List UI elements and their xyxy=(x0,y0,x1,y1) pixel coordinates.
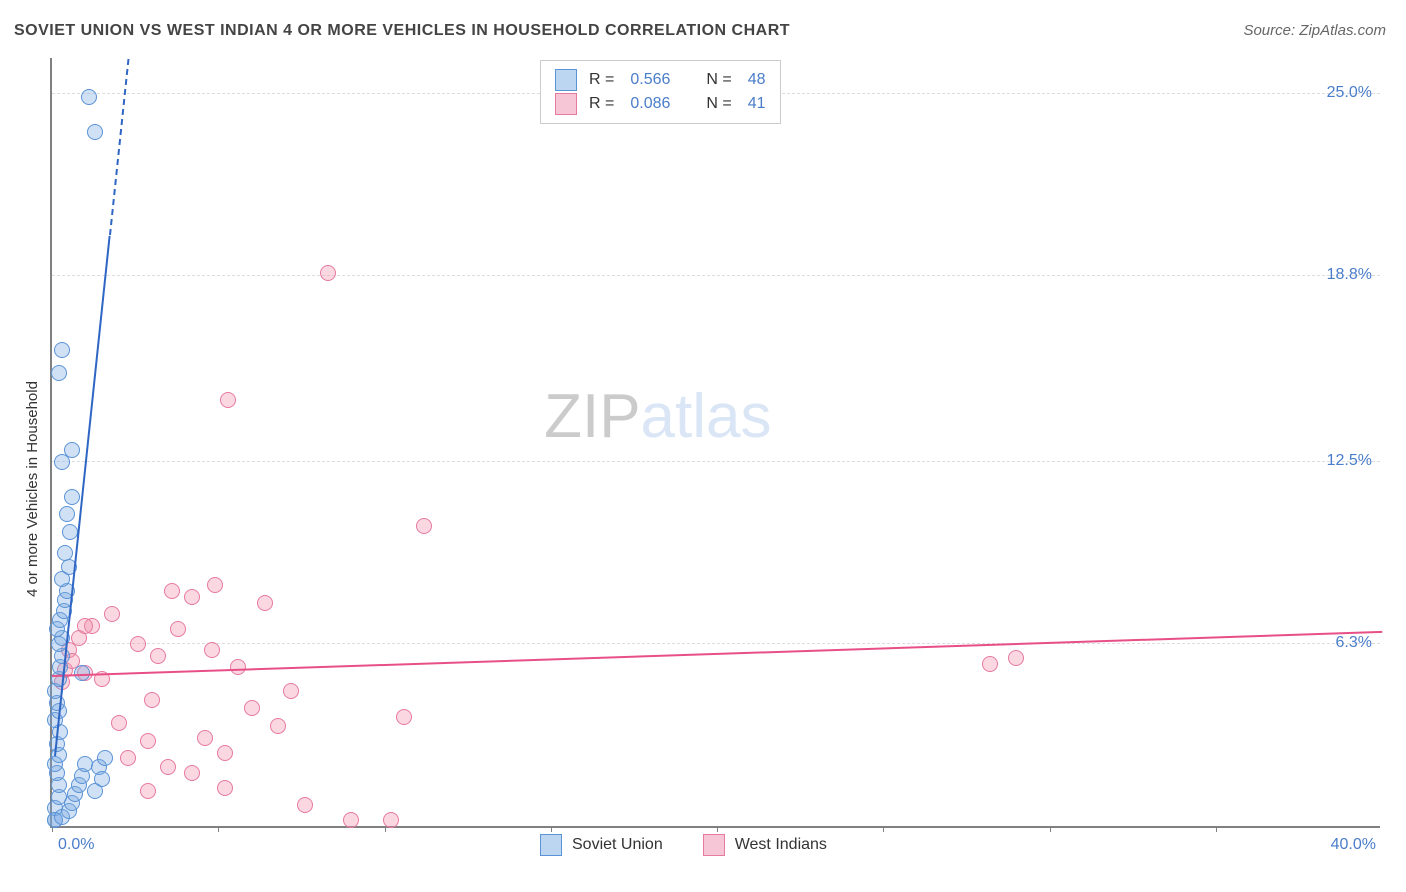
westindian-point xyxy=(270,718,286,734)
chart-container: SOVIET UNION VS WEST INDIAN 4 OR MORE VE… xyxy=(0,0,1406,892)
westindian-point xyxy=(140,733,156,749)
xmax-label: 40.0% xyxy=(1331,836,1376,854)
westindian-point xyxy=(1008,650,1024,666)
gridline xyxy=(52,461,1380,462)
series-legend-item: West Indians xyxy=(703,834,827,856)
x-tick-mark xyxy=(551,826,552,832)
westindian-point xyxy=(77,618,93,634)
gridline xyxy=(52,643,1380,644)
r-label: R = xyxy=(589,95,614,113)
soviet-point xyxy=(64,489,80,505)
westindian-point xyxy=(982,656,998,672)
westindian-point xyxy=(396,709,412,725)
r-label: R = xyxy=(589,71,614,89)
soviet-point xyxy=(54,342,70,358)
y-axis-label: 4 or more Vehicles in Household xyxy=(24,381,41,597)
x-tick-mark xyxy=(717,826,718,832)
watermark-atlas: atlas xyxy=(641,382,772,451)
westindian-point xyxy=(130,636,146,652)
y-tick-label: 25.0% xyxy=(1327,84,1372,102)
soviet-trendline-dashed xyxy=(109,59,130,236)
r-value: 0.086 xyxy=(630,95,670,113)
x-tick-mark xyxy=(218,826,219,832)
westindian-point xyxy=(230,659,246,675)
legend-swatch xyxy=(555,69,577,91)
westindian-point xyxy=(184,765,200,781)
soviet-point xyxy=(81,89,97,105)
westindian-point xyxy=(164,583,180,599)
westindian-point xyxy=(383,812,399,828)
legend-swatch xyxy=(555,93,577,115)
soviet-point xyxy=(57,545,73,561)
series-legend-item: Soviet Union xyxy=(540,834,663,856)
watermark-zip: ZIP xyxy=(544,382,640,451)
x-tick-mark xyxy=(385,826,386,832)
soviet-point xyxy=(97,750,113,766)
westindian-point xyxy=(104,606,120,622)
westindian-trendline xyxy=(52,631,1382,677)
series-label: West Indians xyxy=(735,836,827,854)
origin-label: 0.0% xyxy=(58,836,94,854)
westindian-point xyxy=(320,265,336,281)
legend-swatch xyxy=(703,834,725,856)
series-label: Soviet Union xyxy=(572,836,663,854)
westindian-point xyxy=(160,759,176,775)
westindian-point xyxy=(283,683,299,699)
watermark: ZIPatlas xyxy=(544,381,771,452)
westindian-point xyxy=(416,518,432,534)
westindian-point xyxy=(144,692,160,708)
correlation-legend-row: R = 0.566 N = 48 xyxy=(555,69,766,91)
soviet-point xyxy=(94,771,110,787)
n-value: 48 xyxy=(748,71,766,89)
westindian-point xyxy=(257,595,273,611)
correlation-legend: R = 0.566 N = 48 R = 0.086 N = 41 xyxy=(540,60,781,124)
n-label: N = xyxy=(706,71,731,89)
westindian-point xyxy=(244,700,260,716)
westindian-point xyxy=(217,745,233,761)
westindian-point xyxy=(170,621,186,637)
westindian-point xyxy=(204,642,220,658)
soviet-point xyxy=(59,506,75,522)
westindian-point xyxy=(220,392,236,408)
gridline xyxy=(52,275,1380,276)
y-tick-label: 18.8% xyxy=(1327,266,1372,284)
westindian-point xyxy=(197,730,213,746)
soviet-point xyxy=(51,365,67,381)
westindian-point xyxy=(297,797,313,813)
westindian-point xyxy=(111,715,127,731)
westindian-point xyxy=(217,780,233,796)
westindian-point xyxy=(140,783,156,799)
x-tick-mark xyxy=(1216,826,1217,832)
westindian-point xyxy=(150,648,166,664)
westindian-point xyxy=(207,577,223,593)
n-label: N = xyxy=(706,95,731,113)
soviet-point xyxy=(87,124,103,140)
x-tick-mark xyxy=(883,826,884,832)
westindian-point xyxy=(343,812,359,828)
y-tick-label: 12.5% xyxy=(1327,452,1372,470)
r-value: 0.566 xyxy=(630,71,670,89)
westindian-point xyxy=(120,750,136,766)
plot-area: ZIPatlas 6.3%12.5%18.8%25.0%0.0%40.0% xyxy=(50,58,1380,828)
series-legend: Soviet Union West Indians xyxy=(540,834,827,856)
y-tick-label: 6.3% xyxy=(1336,634,1372,652)
soviet-point xyxy=(64,442,80,458)
westindian-point xyxy=(184,589,200,605)
chart-title: SOVIET UNION VS WEST INDIAN 4 OR MORE VE… xyxy=(14,22,790,40)
correlation-legend-row: R = 0.086 N = 41 xyxy=(555,93,766,115)
x-tick-mark xyxy=(1050,826,1051,832)
legend-swatch xyxy=(540,834,562,856)
n-value: 41 xyxy=(748,95,766,113)
source-label: Source: ZipAtlas.com xyxy=(1243,22,1386,39)
